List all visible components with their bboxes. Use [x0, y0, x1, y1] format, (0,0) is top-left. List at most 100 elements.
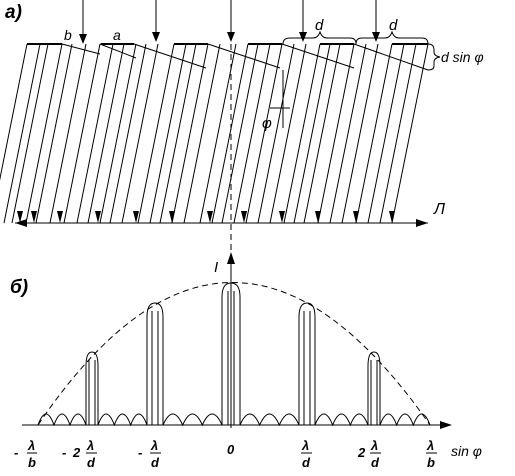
secondary-maximum: [314, 413, 369, 427]
diffracted-ray: [367, 43, 405, 224]
diffracted-ray: [355, 43, 393, 224]
diffracted-ray: [99, 43, 137, 224]
diffracted-ray: [159, 43, 197, 224]
svg-text:d: d: [371, 455, 380, 470]
tick-plus-lambda-d: λ d: [301, 438, 312, 470]
principal-maxima: [85, 282, 381, 425]
ray-arrowhead: [17, 211, 23, 223]
diffracted-ray: [0, 43, 28, 181]
principal-maximum: [85, 351, 99, 425]
tick-zero: 0: [227, 442, 235, 457]
secondary-maximum: [379, 413, 431, 427]
svg-text:b: b: [28, 455, 36, 470]
diffracted-ray: [25, 43, 63, 224]
diffracted-ray: [283, 43, 321, 224]
part-a-label: а): [5, 2, 22, 23]
diffracted-ray: [87, 43, 125, 224]
svg-text:λ: λ: [86, 438, 94, 453]
svg-text:d: d: [151, 455, 160, 470]
diffracted-ray: [63, 43, 101, 224]
ray-arrowhead: [389, 211, 395, 223]
svg-text:2: 2: [357, 445, 366, 460]
ray-arrowhead: [315, 211, 321, 223]
diffracted-rays: [0, 43, 429, 224]
incident-rays: [79, 0, 380, 44]
ray-arrowhead: [31, 211, 37, 223]
principal-maximum: [298, 302, 316, 425]
diffracted-ray: [221, 43, 259, 224]
slit-label: b: [64, 27, 72, 43]
diffracted-ray: [121, 43, 159, 224]
period-label-2: d: [389, 17, 398, 34]
ray-arrowhead: [241, 211, 247, 223]
diffracted-ray: [233, 43, 271, 224]
diffracted-ray: [199, 43, 237, 224]
tick-minus-lambda-d: - λ d: [138, 438, 161, 470]
diffracted-ray: [317, 43, 355, 224]
tick-plus-lambda-b: λ b: [426, 438, 437, 470]
secondary-maxima: [37, 413, 431, 427]
svg-text:-: -: [62, 445, 66, 460]
svg-text:d: d: [302, 455, 311, 470]
diffracted-ray: [11, 43, 49, 224]
svg-text:2: 2: [72, 445, 81, 460]
svg-text:-: -: [14, 445, 18, 460]
svg-text:b: b: [427, 455, 435, 470]
wavefront-lines: [61, 43, 429, 71]
diffracted-ray: [245, 43, 283, 224]
ray-arrowhead: [207, 211, 213, 223]
svg-text:d: d: [87, 455, 96, 470]
ray-arrowhead: [133, 211, 139, 223]
svg-text:λ: λ: [301, 438, 309, 453]
period-label-1: d: [315, 17, 324, 34]
diffracted-ray: [137, 43, 175, 224]
diffracted-ray: [183, 43, 221, 224]
svg-text:λ: λ: [370, 438, 378, 453]
angle-label: φ: [262, 115, 272, 132]
angle-marker: [270, 70, 290, 128]
principal-maximum: [221, 282, 241, 425]
secondary-maximum: [162, 413, 223, 427]
period-brackets: [282, 30, 441, 71]
diffracted-ray: [76, 43, 114, 224]
principal-maximum: [367, 351, 381, 425]
tick-minus-lambda-b: - λ b: [14, 438, 37, 470]
path-difference-label: d sin φ: [441, 49, 484, 65]
svg-text:λ: λ: [150, 438, 158, 453]
diffracted-ray: [35, 43, 73, 224]
diffracted-ray: [391, 43, 429, 224]
diffracted-ray: [3, 43, 41, 224]
diffracted-ray: [269, 43, 307, 224]
focal-plane: [15, 219, 428, 227]
secondary-maximum: [97, 413, 148, 427]
ray-arrowhead: [279, 211, 285, 223]
tick-plus-2-lambda-d: 2 λ d: [357, 438, 381, 470]
svg-text:λ: λ: [426, 438, 434, 453]
diffracted-ray: [149, 43, 187, 224]
diffracted-ray: [109, 43, 147, 224]
ray-arrowhead: [169, 211, 175, 223]
principal-maximum: [146, 302, 164, 425]
diffracted-ray: [171, 43, 209, 224]
svg-text:λ: λ: [27, 438, 35, 453]
lens-label: Л: [433, 201, 445, 218]
x-axis-label: sin φ: [451, 443, 482, 459]
opaque-label: a: [113, 27, 121, 43]
secondary-maximum: [37, 413, 87, 427]
part-b-label: б): [10, 277, 28, 298]
intensity-plot: б) I sin φ - λ b - 2 λ d - λ: [10, 252, 482, 470]
secondary-maximum: [239, 413, 300, 427]
tick-minus-2-lambda-d: - 2 λ d: [62, 438, 97, 470]
diffracted-ray: [303, 43, 341, 224]
grating-diagram: а) b a d d d sin φ φ Л: [0, 0, 484, 262]
y-axis-label: I: [214, 259, 218, 276]
svg-text:-: -: [138, 445, 142, 460]
diffracted-ray: [329, 43, 367, 224]
diffracted-ray: [49, 43, 87, 224]
diffracted-ray: [293, 43, 331, 224]
diffracted-ray: [211, 43, 249, 224]
ray-arrowhead: [95, 211, 101, 223]
diffracted-ray: [341, 43, 379, 224]
ray-arrowhead: [353, 211, 359, 223]
